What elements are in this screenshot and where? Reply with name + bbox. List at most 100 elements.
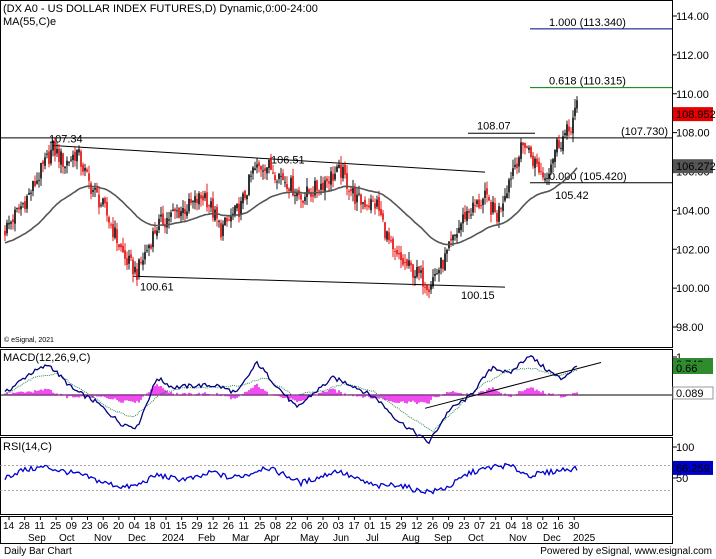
candle-body bbox=[166, 218, 168, 228]
rsi-tick-label: 100 bbox=[676, 442, 694, 454]
last-price-badge: 108.952 bbox=[676, 109, 716, 121]
candle-body bbox=[18, 207, 20, 210]
candle-body bbox=[382, 213, 384, 220]
macd-hist-bar bbox=[138, 395, 140, 403]
annotation-10542: 105.42 bbox=[555, 190, 589, 202]
candle-body bbox=[420, 270, 422, 273]
candle-body bbox=[414, 276, 416, 279]
candle-body bbox=[104, 197, 106, 204]
macd-hist-bar bbox=[512, 394, 514, 396]
macd-hist-bar bbox=[526, 388, 528, 395]
day-label: 23 bbox=[82, 521, 94, 532]
candle-body bbox=[314, 180, 316, 196]
macd-hist-bar bbox=[494, 389, 496, 395]
macd-hist-bar bbox=[332, 388, 334, 395]
macd-hist-bar bbox=[246, 391, 248, 395]
macd-hist-bar bbox=[174, 394, 176, 396]
macd-hist-bar bbox=[560, 395, 562, 398]
macd-hist-bar bbox=[360, 395, 362, 397]
candle-body bbox=[478, 199, 480, 208]
candle-body bbox=[194, 196, 196, 203]
candle-body bbox=[40, 162, 42, 179]
candle-body bbox=[432, 277, 434, 287]
macd-hist-bar bbox=[184, 392, 186, 395]
candle-body bbox=[468, 210, 470, 213]
macd-hist-bar bbox=[46, 389, 48, 395]
candle-body bbox=[286, 184, 288, 190]
macd-hist-bar bbox=[152, 385, 154, 395]
macd-hist-bar bbox=[12, 392, 14, 395]
day-label: 06 bbox=[301, 521, 313, 532]
candle-body bbox=[182, 207, 184, 214]
candle-body bbox=[566, 124, 568, 136]
day-label: 15 bbox=[176, 521, 188, 532]
day-label: 02 bbox=[537, 521, 549, 532]
macd-hist-bar bbox=[562, 395, 564, 398]
macd-hist-bar bbox=[406, 395, 408, 404]
macd-hist-bar bbox=[450, 391, 452, 395]
rsi-tick-label: 50 bbox=[676, 473, 688, 485]
macd-hist-bar bbox=[134, 395, 136, 403]
candle-body bbox=[42, 161, 44, 164]
macd-hist-bar bbox=[40, 389, 42, 395]
candle-body bbox=[90, 183, 92, 194]
candle-body bbox=[476, 200, 478, 204]
macd-hist-bar bbox=[124, 395, 126, 401]
day-label: 18 bbox=[521, 521, 533, 532]
day-label: 20 bbox=[317, 521, 329, 532]
macd-hist-bar bbox=[212, 395, 214, 396]
macd-hist-bar bbox=[8, 394, 10, 395]
candle-body bbox=[346, 173, 348, 189]
candle-body bbox=[152, 231, 154, 248]
macd-badge-2: 0.66 bbox=[676, 363, 697, 375]
macd-hist-bar bbox=[326, 391, 328, 395]
macd-hist-bar bbox=[18, 391, 20, 395]
macd-hist-bar bbox=[20, 391, 22, 395]
macd-hist-bar bbox=[4, 393, 6, 395]
candle-body bbox=[444, 253, 446, 271]
candle-body bbox=[30, 192, 32, 194]
macd-hist-bar bbox=[392, 395, 394, 403]
candle-body bbox=[8, 222, 10, 225]
macd-hist-bar bbox=[14, 392, 16, 395]
macd-hist-bar bbox=[444, 393, 446, 395]
macd-hist-bar bbox=[466, 393, 468, 395]
candle-body bbox=[426, 285, 428, 291]
macd-hist-bar bbox=[168, 392, 170, 395]
candle-body bbox=[222, 224, 224, 237]
candle-body bbox=[158, 218, 160, 230]
month-label: Dec bbox=[543, 533, 561, 544]
candle-body bbox=[292, 175, 294, 196]
candle-body bbox=[368, 205, 370, 208]
macd-hist-bar bbox=[546, 394, 548, 396]
candle-body bbox=[390, 240, 392, 242]
candle-body bbox=[174, 208, 176, 212]
candle-body bbox=[240, 200, 242, 215]
macd-hist-bar bbox=[380, 395, 382, 398]
candle-body bbox=[510, 178, 512, 180]
macd-hist-bar bbox=[402, 395, 404, 402]
macd-hist-bar bbox=[274, 395, 276, 396]
macd-hist-bar bbox=[264, 390, 266, 395]
candle-body bbox=[108, 217, 110, 223]
macd-hist-bar bbox=[250, 388, 252, 395]
candle-body bbox=[248, 174, 250, 196]
macd-hist-bar bbox=[140, 395, 142, 400]
candle-body bbox=[328, 181, 330, 184]
macd-hist-bar bbox=[60, 393, 62, 395]
macd-hist-bar bbox=[456, 392, 458, 395]
macd-hist-bar bbox=[300, 395, 302, 401]
macd-hist-bar bbox=[116, 395, 118, 401]
macd-hist-bar bbox=[424, 395, 426, 403]
macd-hist-bar bbox=[356, 395, 358, 397]
candle-body bbox=[546, 178, 548, 180]
macd-hist-bar bbox=[358, 395, 360, 397]
macd-hist-bar bbox=[42, 390, 44, 395]
candle-body bbox=[56, 148, 58, 154]
candle-body bbox=[20, 206, 22, 210]
day-label: 14 bbox=[3, 521, 15, 532]
candle-body bbox=[180, 211, 182, 217]
ma-last-badge-bg bbox=[673, 159, 713, 174]
candle-body bbox=[284, 182, 286, 184]
